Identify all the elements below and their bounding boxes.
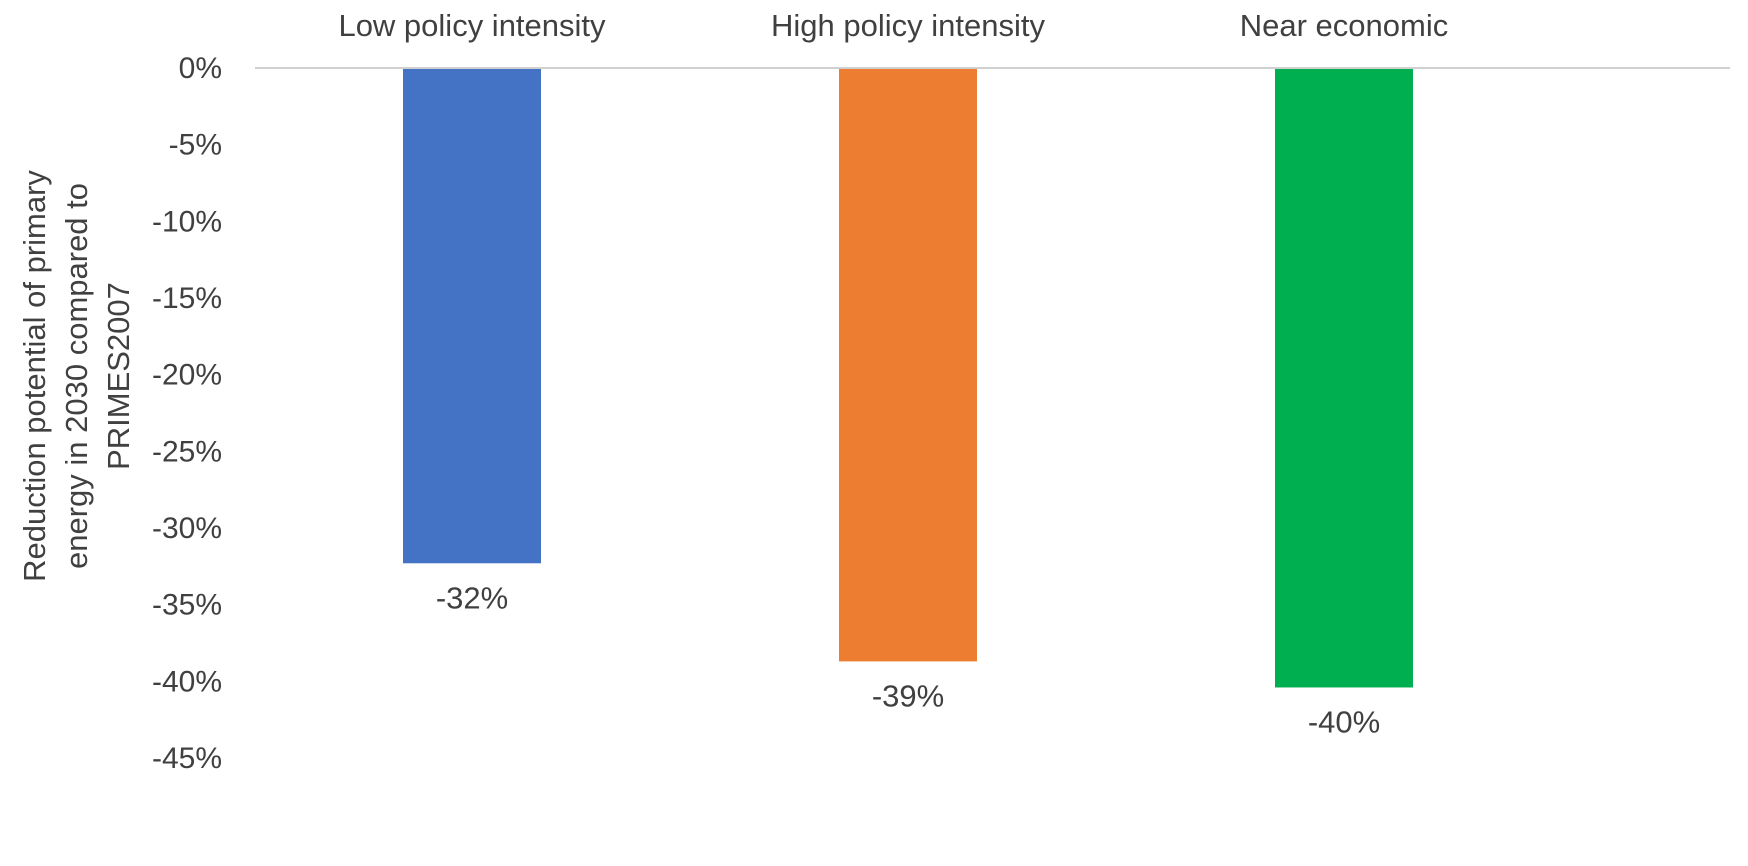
y-tick-label: -10% (152, 205, 222, 238)
y-tick-label: -20% (152, 359, 222, 392)
y-tick-label: -5% (169, 129, 222, 162)
category-labels: Low policy intensity High policy intensit… (338, 8, 1448, 43)
data-label: -32% (436, 580, 508, 615)
y-tick-label: -25% (152, 435, 222, 468)
bar (839, 68, 977, 662)
y-tick-label: 0% (179, 52, 222, 85)
y-axis-title-line: energy in 2030 compared to (59, 183, 94, 569)
y-tick-label: -40% (152, 665, 222, 698)
y-tick-labels: 0% -5% -10% -15% -20% -25% -30% -35% -40% -45% (152, 52, 222, 775)
category-label: Near economic (1240, 8, 1448, 43)
y-tick-label: -30% (152, 512, 222, 545)
y-tick-label: -15% (152, 282, 222, 315)
y-axis-title-line: Reduction potential of primary (17, 170, 52, 582)
bar (403, 68, 541, 564)
bars (403, 68, 1413, 688)
category-label: High policy intensity (771, 8, 1045, 43)
y-axis-title: Reduction potential of primary energy in … (17, 170, 136, 582)
data-label: -39% (872, 678, 944, 713)
data-label: -40% (1308, 704, 1380, 739)
data-labels: -32% -39% -40% (436, 580, 1380, 739)
y-axis-title-line: PRIMES2007 (101, 282, 136, 470)
y-tick-label: -35% (152, 589, 222, 622)
y-tick-label: -45% (152, 742, 222, 775)
bar (1275, 68, 1413, 688)
category-label: Low policy intensity (338, 8, 606, 43)
